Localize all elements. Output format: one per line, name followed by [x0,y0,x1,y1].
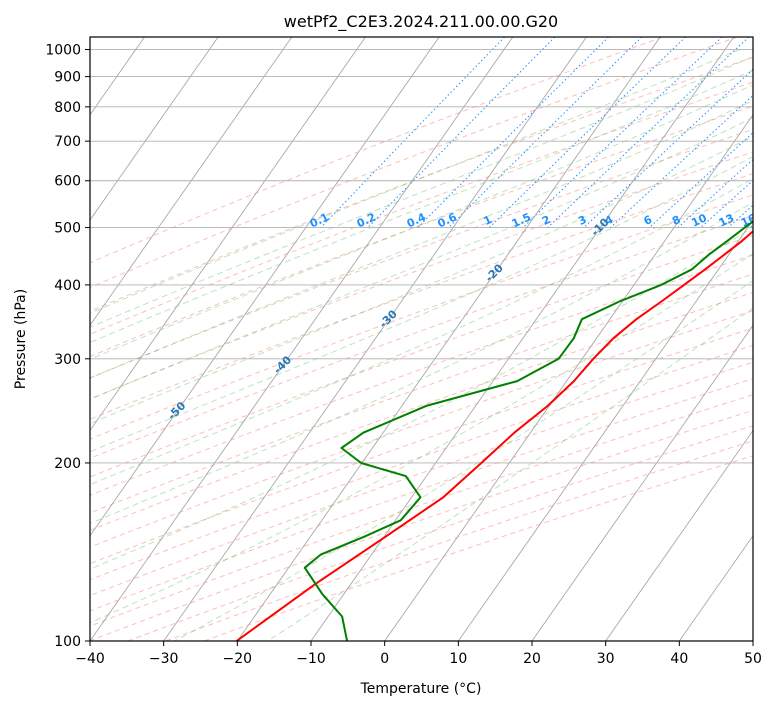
x-tick-label: −10 [296,651,326,667]
y-tick-label: 500 [54,221,81,237]
chart-title: wetPf2_C2E3.2024.211.00.00.G20 [284,12,558,32]
x-tick-label: 10 [449,651,467,667]
x-axis-label: Temperature (°C) [360,681,482,697]
x-tick-label: −30 [149,651,179,667]
y-tick-label: 100 [54,634,81,650]
x-tick-label: −20 [223,651,253,667]
x-tick-label: 50 [744,651,762,667]
y-axis-label: Pressure (hPa) [13,289,29,389]
x-tick-label: 0 [380,651,389,667]
y-tick-label: 700 [54,134,81,150]
y-tick-label: 300 [54,352,81,368]
y-tick-label: 200 [54,456,81,472]
x-tick-label: −40 [75,651,105,667]
y-tick-label: 800 [54,100,81,116]
y-tick-label: 1000 [45,43,81,59]
x-tick-label: 20 [523,651,541,667]
y-tick-label: 900 [54,70,81,86]
x-tick-label: 30 [597,651,615,667]
x-tick-label: 40 [670,651,688,667]
y-tick-label: 400 [54,278,81,294]
y-tick-label: 600 [54,174,81,190]
